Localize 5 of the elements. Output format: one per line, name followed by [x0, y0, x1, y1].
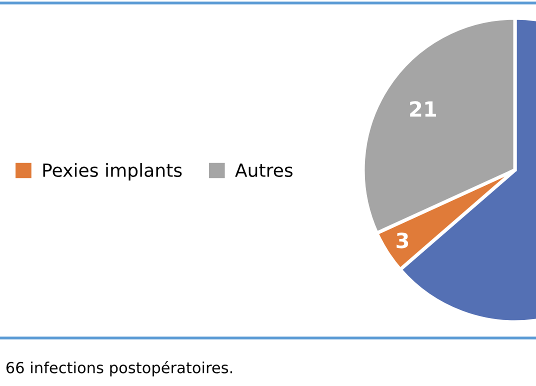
legend-label: Autres	[235, 164, 292, 178]
text: 66 infections postopératoires.	[6, 360, 232, 376]
data-label: 21	[410, 101, 436, 117]
data-label: 3	[396, 232, 408, 248]
legend-label: Pexies implants	[43, 163, 182, 181]
